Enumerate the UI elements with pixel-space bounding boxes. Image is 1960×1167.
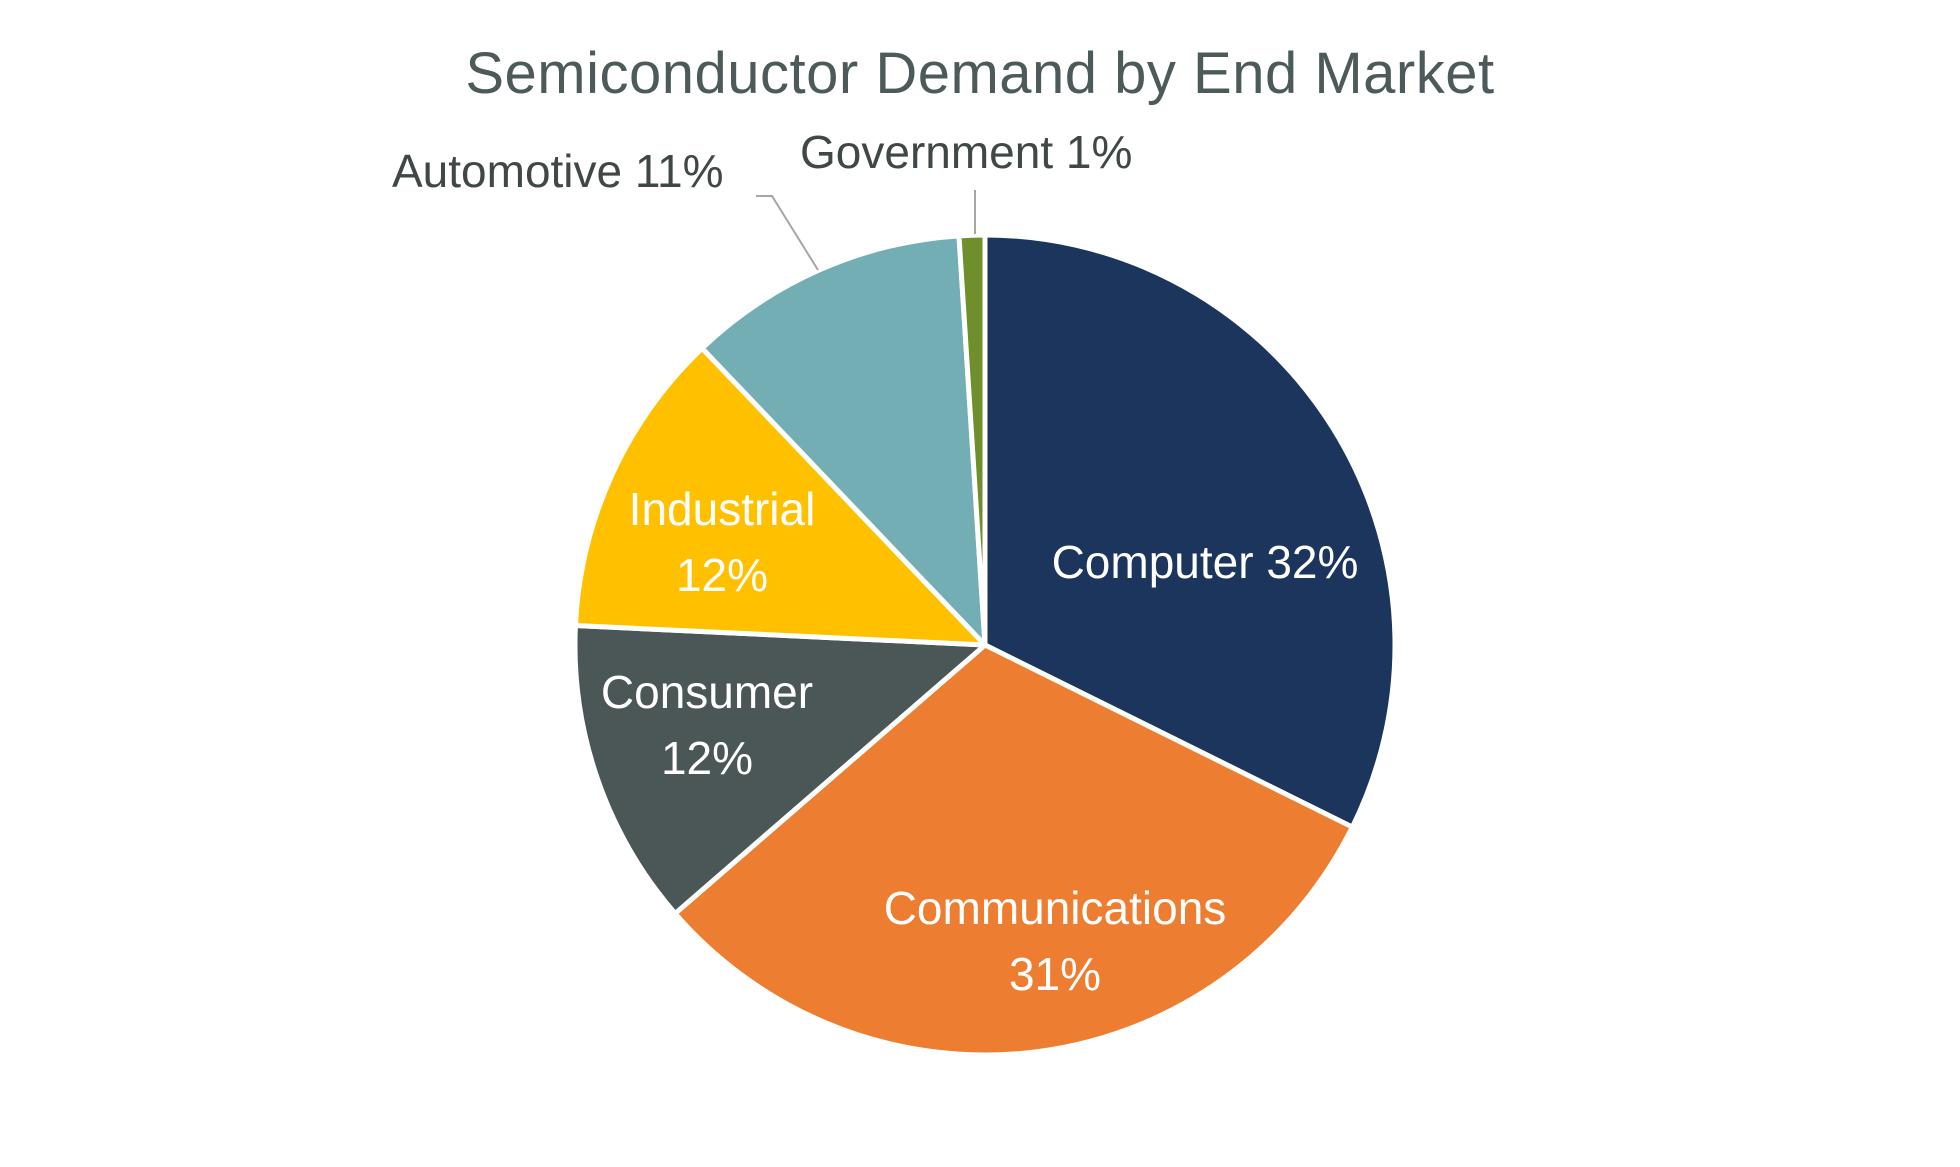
chart-title: Semiconductor Demand by End Market <box>465 41 1495 106</box>
pie-slice-industrial <box>572 345 988 648</box>
pie-slice-government <box>956 232 988 648</box>
pie-slices <box>572 232 1398 1058</box>
slice-label-industrial: Industrial 12% <box>629 483 816 601</box>
slice-label-consumer: Consumer 12% <box>601 666 813 784</box>
pie-slice-computer <box>982 232 1398 830</box>
leader-line-automotive <box>756 195 819 271</box>
slice-label-government: Government 1% <box>800 126 1132 178</box>
slice-labels: Computer 32% Communications 31% Consumer 12%… <box>392 126 1358 1000</box>
pie-slice-consumer <box>572 622 988 916</box>
slice-label-automotive: Automotive 11% <box>392 145 724 197</box>
leader-lines <box>756 190 976 271</box>
pie-slice-automotive <box>699 233 988 648</box>
pie-slice-communications <box>672 642 1355 1058</box>
slice-label-communications: Communications 31% <box>884 882 1227 1000</box>
slice-label-computer: Computer 32% <box>1052 536 1359 588</box>
